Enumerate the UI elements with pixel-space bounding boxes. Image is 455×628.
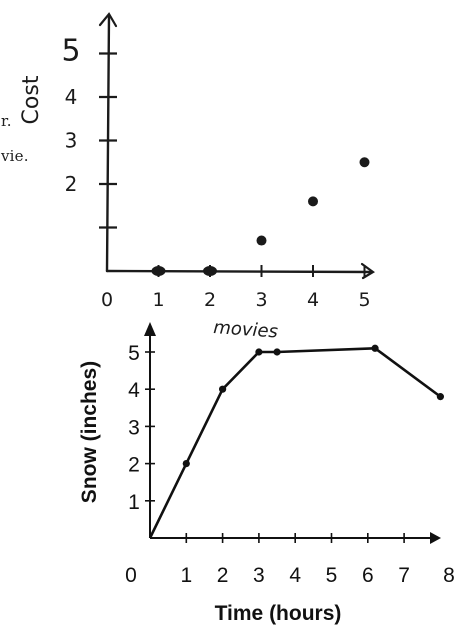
data-point — [273, 348, 281, 356]
x-tick-label: 0 — [125, 564, 137, 587]
x-axis-arrow-icon — [360, 262, 375, 280]
data-point — [308, 196, 318, 207]
data-point — [255, 348, 263, 356]
data-point — [182, 460, 190, 468]
y-tick-label: 4 — [128, 379, 140, 402]
x-tick-label: 2 — [217, 564, 229, 587]
y-tick-label: 3 — [65, 129, 78, 153]
x-tick-label: 3 — [253, 564, 265, 587]
data-point — [436, 393, 444, 401]
y-tick-label: 2 — [65, 172, 78, 196]
data-point — [371, 344, 379, 352]
x-tick-label: 8 — [443, 564, 455, 587]
x-tick-label: 0 — [101, 289, 113, 311]
y-tick-label: 3 — [128, 416, 140, 439]
x-tick-label: 7 — [398, 564, 410, 587]
x-axis-label: movies — [213, 317, 279, 342]
y-tick-label: 2 — [128, 454, 140, 477]
clipped-text-fragment: vie. — [1, 147, 29, 165]
x-axis — [105, 269, 374, 274]
y-axis-arrow-icon — [98, 12, 118, 28]
x-tick-label: 6 — [362, 564, 374, 587]
series-line — [148, 346, 442, 539]
data-point — [203, 266, 217, 276]
data-point — [256, 235, 267, 246]
data-point — [219, 385, 227, 393]
x-axis-label: Time (hours) — [215, 602, 342, 625]
y-tick-label: 5 — [61, 34, 80, 69]
y-axis-label: Cost — [19, 75, 44, 124]
y-axis-label: Snow (inches) — [78, 361, 101, 503]
x-tick-label: 3 — [255, 289, 267, 311]
clipped-text-fragment: r. — [1, 112, 12, 130]
x-tick-label: 1 — [180, 564, 192, 587]
y-tick-label: 1 — [128, 491, 140, 514]
x-tick-label: 5 — [358, 289, 370, 311]
x-tick-label: 4 — [289, 564, 301, 587]
x-tick-label: 2 — [204, 289, 216, 311]
y-axis-arrow-icon — [144, 322, 156, 336]
y-tick-label: 4 — [65, 85, 78, 109]
x-tick-label: 1 — [152, 289, 164, 311]
x-axis-arrow-icon — [430, 532, 441, 544]
y-tick-label: 5 — [128, 342, 140, 365]
x-tick-label: 4 — [307, 289, 319, 311]
data-point — [151, 266, 166, 276]
x-tick-label: 5 — [326, 564, 338, 587]
data-point — [359, 157, 370, 168]
